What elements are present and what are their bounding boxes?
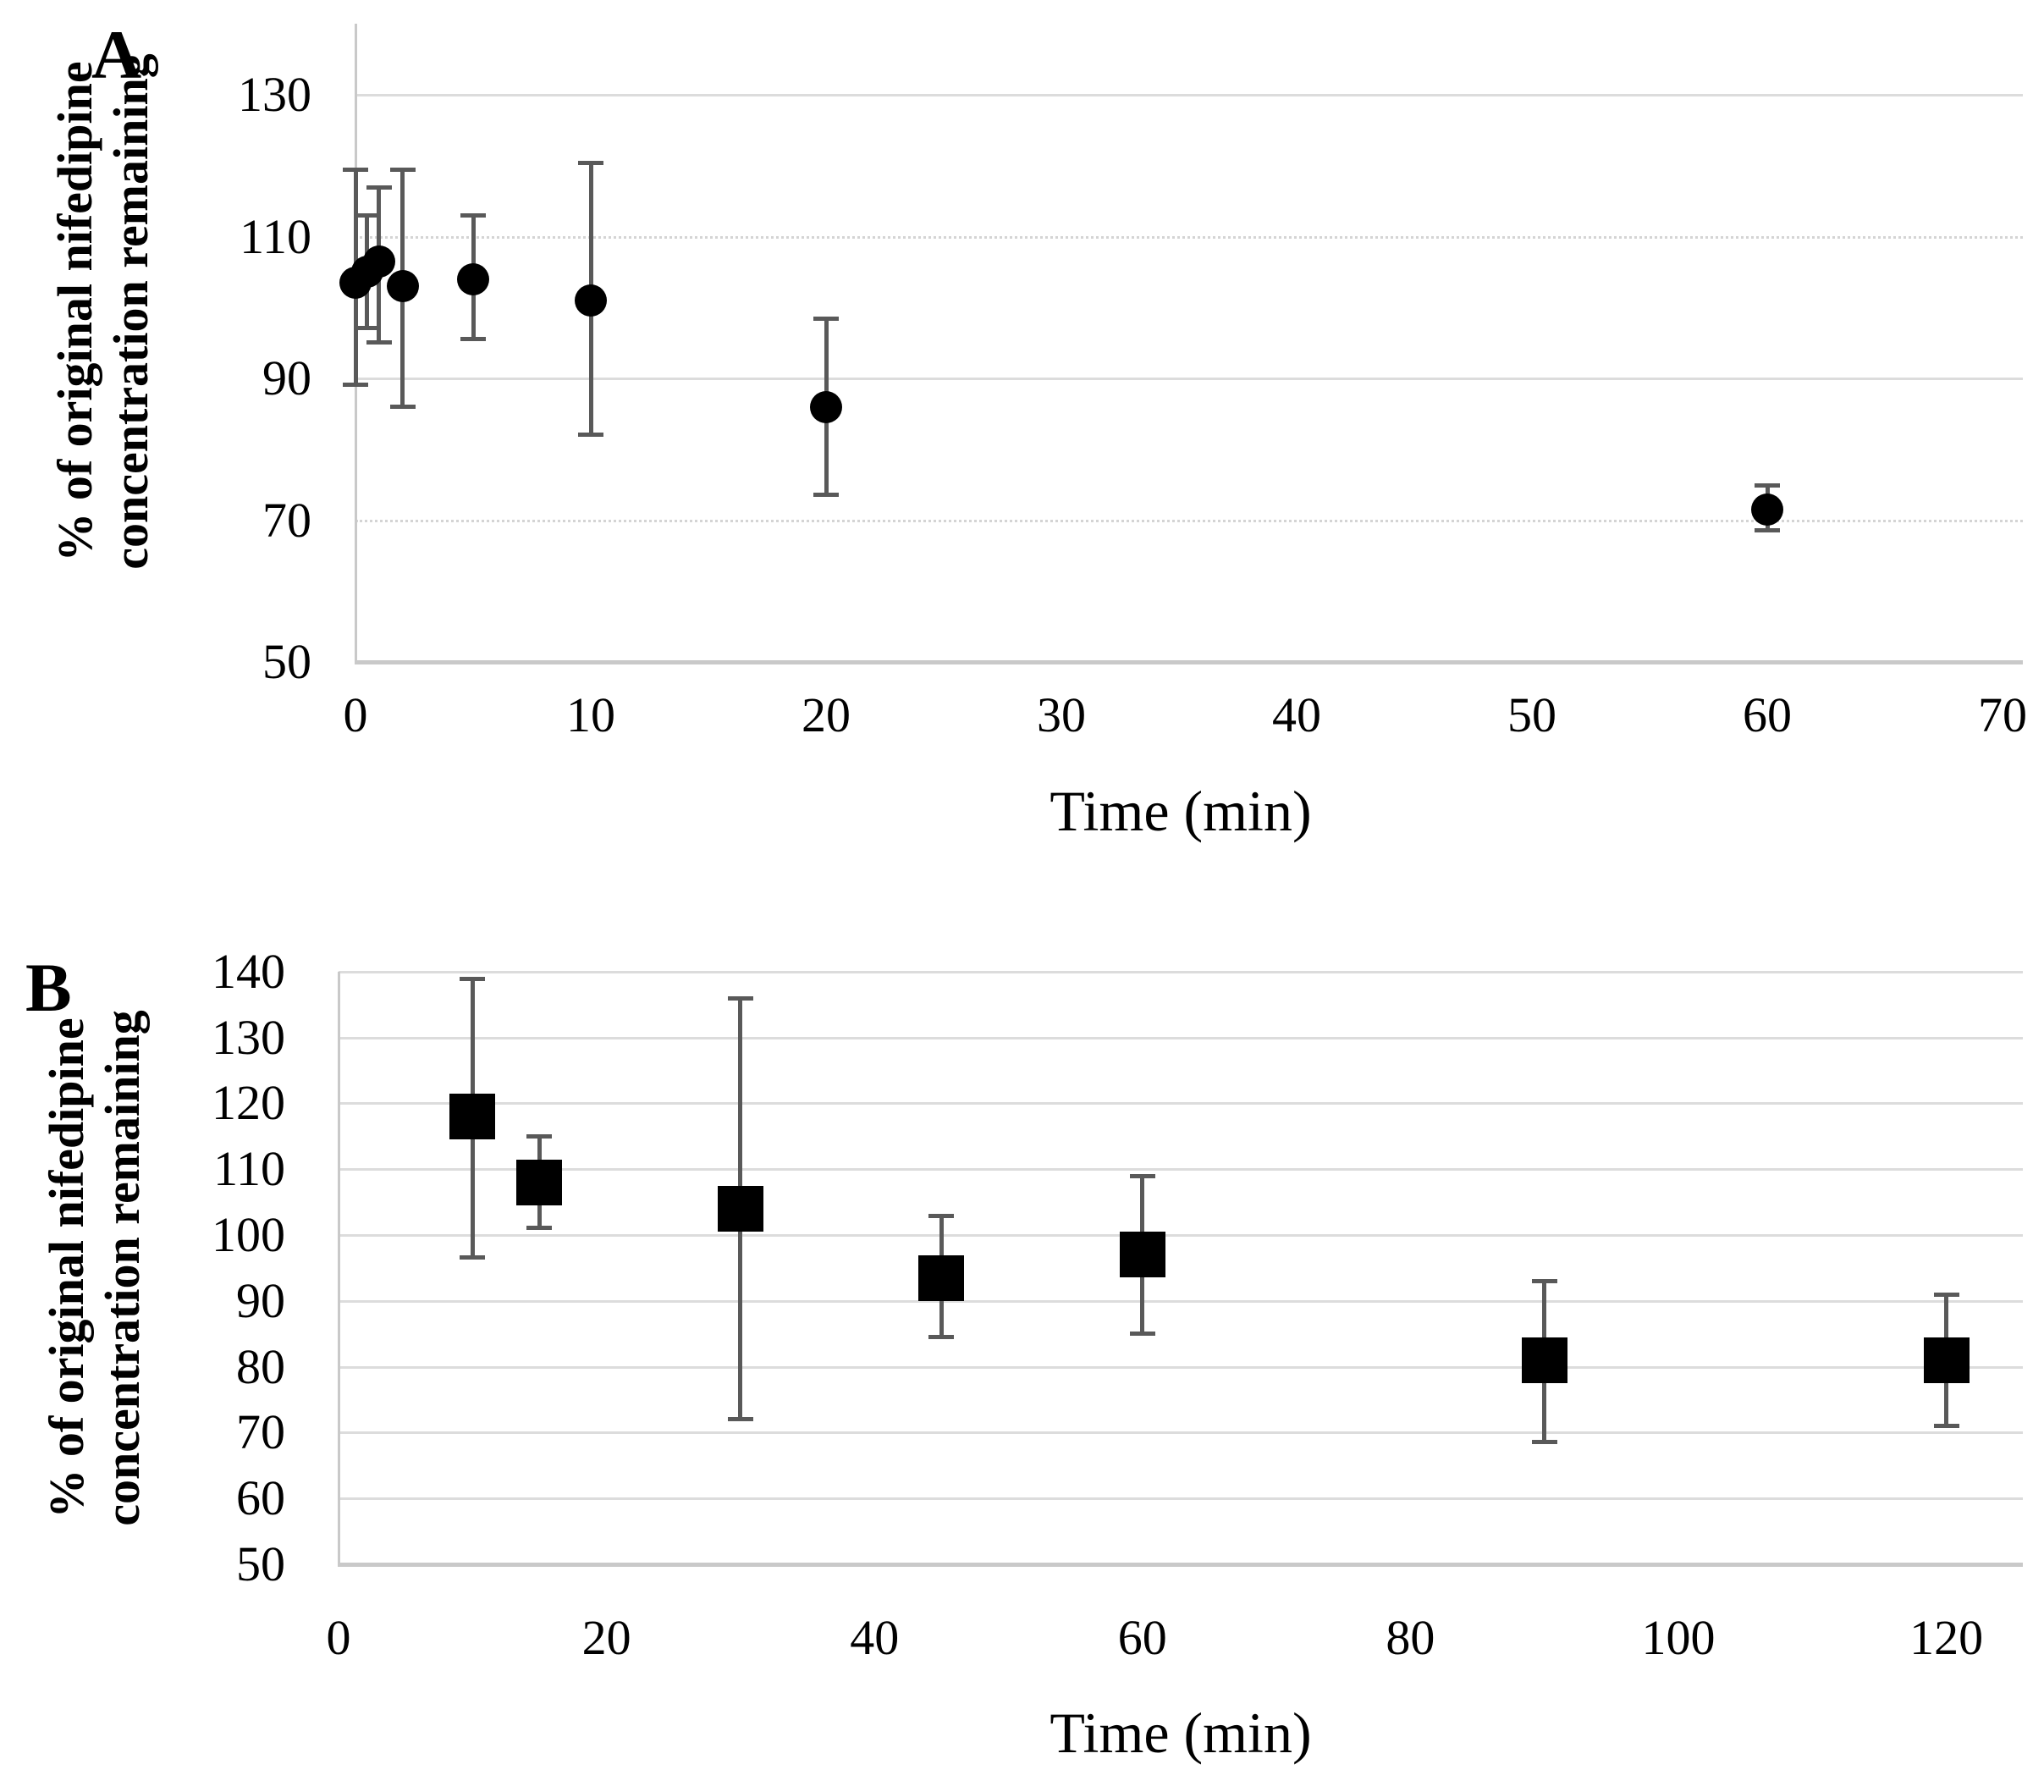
x-tick-label: 20: [802, 687, 851, 742]
error-bar-cap-bottom: [1755, 528, 1780, 533]
error-bar-cap-top: [343, 167, 368, 172]
error-bar-cap-bottom: [343, 383, 368, 388]
error-bar-cap-top: [813, 316, 839, 321]
error-bar-cap-bottom: [1933, 1423, 1959, 1428]
x-tick-label: 10: [566, 687, 615, 742]
x-axis-line: [339, 1563, 2023, 1567]
x-tick-label: 50: [1507, 687, 1556, 742]
error-bar-cap-bottom: [366, 340, 392, 345]
error-bar-cap-bottom: [354, 326, 380, 331]
x-tick-label: 60: [1743, 687, 1792, 742]
gridline: [339, 1431, 2023, 1435]
x-tick-label: 70: [1978, 687, 2027, 742]
y-tick-label: 50: [236, 1536, 285, 1591]
error-bar-cap-top: [1129, 1173, 1155, 1178]
data-point-marker: [810, 390, 842, 423]
y-tick-label: 70: [236, 1404, 285, 1460]
data-point-marker: [918, 1254, 965, 1301]
data-point-marker: [1923, 1337, 1970, 1383]
x-tick-label: 40: [1272, 687, 1321, 742]
data-point-marker: [386, 270, 419, 303]
error-bar-cap-bottom: [1129, 1331, 1155, 1336]
y-tick-label: 80: [236, 1338, 285, 1394]
error-bar-cap-bottom: [460, 1255, 486, 1260]
x-tick-label: 120: [1909, 1610, 1984, 1665]
x-tick-label: 20: [581, 1610, 631, 1665]
x-tick-label: 0: [343, 687, 368, 742]
y-tick-label: 110: [213, 1141, 285, 1197]
data-point-marker: [516, 1159, 563, 1205]
error-bar-cap-bottom: [813, 493, 839, 498]
error-bar-cap-top: [389, 167, 416, 172]
y-tick-label: 70: [262, 492, 311, 548]
gridline: [339, 1168, 2023, 1172]
x-tick-label: 80: [1386, 1610, 1435, 1665]
x-tick-label: 0: [326, 1610, 351, 1665]
y-tick-label: 130: [238, 67, 311, 122]
x-tick-label: 30: [1037, 687, 1086, 742]
data-point-marker: [362, 245, 395, 278]
x-axis-line: [355, 660, 2023, 664]
y-tick-label: 130: [212, 1009, 285, 1065]
x-tick-label: 100: [1641, 1610, 1716, 1665]
gridline: [339, 1365, 2023, 1369]
y-tick-label: 140: [212, 943, 285, 999]
gridline: [339, 1234, 2023, 1237]
error-bar-cap-bottom: [1531, 1440, 1557, 1445]
panel-b-label: B: [25, 949, 72, 1026]
error-bar-cap-top: [1933, 1293, 1959, 1298]
error-bar-cap-top: [366, 185, 392, 190]
data-point-marker: [1751, 493, 1783, 526]
gridline: [339, 1036, 2023, 1039]
gridline: [339, 1497, 2023, 1501]
gridline: [355, 94, 2023, 96]
error-bar-cap-bottom: [578, 433, 603, 437]
error-bar-cap-top: [526, 1134, 553, 1139]
data-point-marker: [449, 1093, 496, 1139]
y-tick-label: 120: [212, 1075, 285, 1131]
error-bar-cap-bottom: [389, 404, 416, 409]
data-point-marker: [1521, 1337, 1567, 1383]
panel-a-x-axis-title: Time (min): [1050, 779, 1312, 843]
data-point-marker: [717, 1185, 763, 1232]
error-bar-cap-top: [354, 213, 380, 218]
x-tick-label: 40: [850, 1610, 900, 1665]
gridline: [355, 235, 2023, 239]
error-bar-cap-bottom: [727, 1416, 753, 1421]
y-axis-line: [338, 972, 340, 1567]
error-bar-cap-top: [460, 976, 486, 981]
y-tick-label: 50: [262, 634, 311, 689]
gridline: [339, 970, 2023, 973]
error-bar-cap-top: [727, 995, 753, 1001]
error-bar-cap-top: [460, 213, 486, 218]
gridline: [355, 378, 2023, 380]
error-bar-cap-bottom: [460, 336, 486, 341]
y-tick-label: 60: [236, 1470, 285, 1526]
gridline: [339, 1102, 2023, 1106]
data-point-marker: [1119, 1232, 1165, 1278]
x-tick-label: 60: [1117, 1610, 1167, 1665]
y-tick-label: 110: [240, 208, 311, 264]
panel-a-label: A: [91, 16, 142, 93]
data-point-marker: [575, 284, 607, 317]
y-tick-label: 90: [262, 350, 311, 405]
data-point-marker: [457, 262, 489, 295]
error-bar-cap-bottom: [928, 1334, 955, 1339]
error-bar-cap-bottom: [526, 1226, 553, 1231]
y-tick-label: 100: [212, 1207, 285, 1262]
error-bar-cap-top: [1531, 1279, 1557, 1284]
gridline: [339, 1299, 2023, 1303]
gridline: [355, 519, 2023, 522]
panel-b-x-axis-title: Time (min): [1050, 1701, 1312, 1765]
error-bar-cap-top: [578, 160, 603, 165]
error-bar-cap-top: [1755, 482, 1780, 488]
y-tick-label: 90: [236, 1272, 285, 1328]
error-bar-cap-top: [928, 1213, 955, 1218]
